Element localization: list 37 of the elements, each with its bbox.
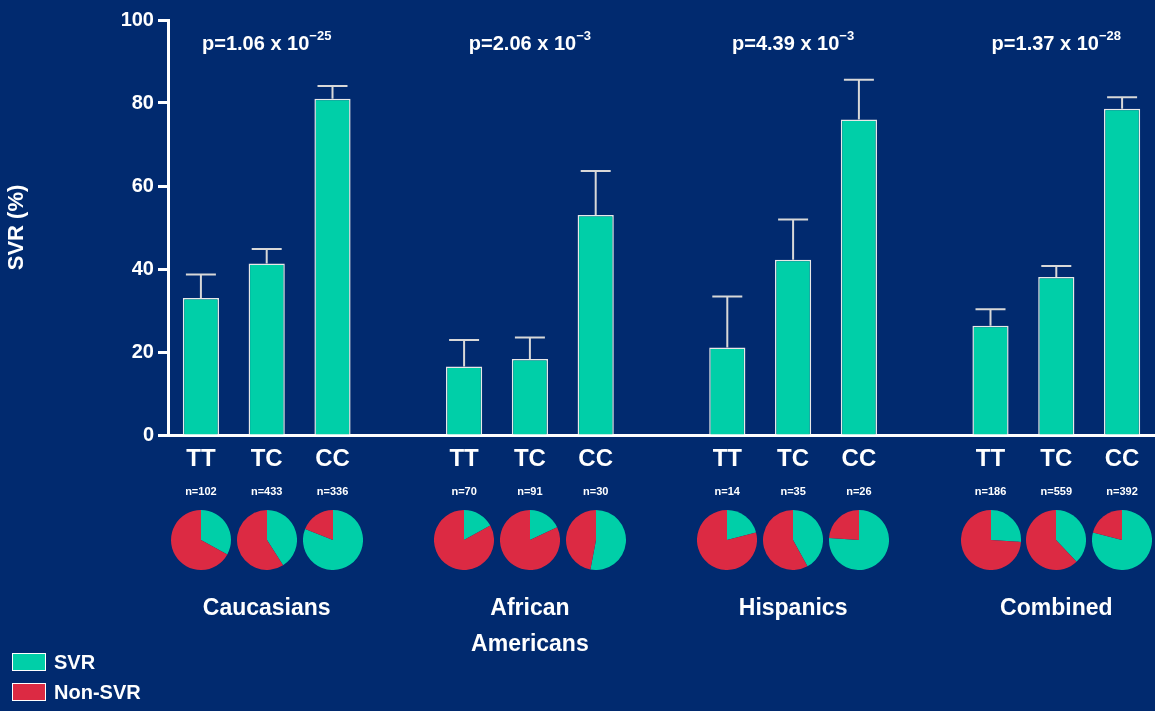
text: Hispanics: [738, 594, 848, 621]
text: n=392: [1106, 485, 1138, 498]
text: n=26: [846, 485, 872, 498]
y-tick-label: 40: [131, 256, 154, 279]
text: n=559: [1040, 485, 1073, 498]
x-tick-label: TC: [777, 444, 810, 472]
text: n=186: [974, 485, 1007, 498]
y-axis-title: SVR (%): [3, 184, 29, 271]
text: n=336: [316, 485, 349, 498]
y-tick-label: 0: [142, 422, 154, 445]
y-tick-label: 60: [131, 173, 154, 196]
x-tick-label: TT: [712, 444, 743, 472]
text: n=35: [780, 485, 806, 498]
y-tick-label: 20: [131, 339, 154, 362]
x-tick-label: TC: [1040, 444, 1073, 472]
x-tick-label: CC: [315, 444, 350, 472]
legend-label: Non-SVR: [54, 680, 141, 704]
text: African Americans: [471, 594, 589, 657]
text: n=91: [517, 485, 543, 498]
x-tick-label: TT: [449, 444, 480, 472]
text: Caucasians: [202, 594, 331, 621]
x-tick-label: CC: [841, 444, 877, 472]
x-tick-label: TT: [975, 444, 1006, 472]
y-tick-label: 80: [131, 90, 154, 113]
x-tick-label: CC: [1104, 444, 1140, 472]
x-tick-label: TT: [186, 444, 216, 472]
text: n=14: [714, 485, 741, 498]
x-tick-label: TC: [513, 444, 546, 472]
legend-label: SVR: [54, 650, 96, 674]
y-tick-label: 100: [120, 7, 154, 30]
text: n=70: [451, 485, 477, 498]
text: n=433: [250, 485, 283, 498]
text: n=30: [583, 485, 609, 498]
x-tick-label: CC: [578, 444, 614, 472]
text: n=102: [185, 485, 217, 498]
text: Combined: [1000, 594, 1113, 621]
x-tick-label: TC: [250, 444, 283, 472]
